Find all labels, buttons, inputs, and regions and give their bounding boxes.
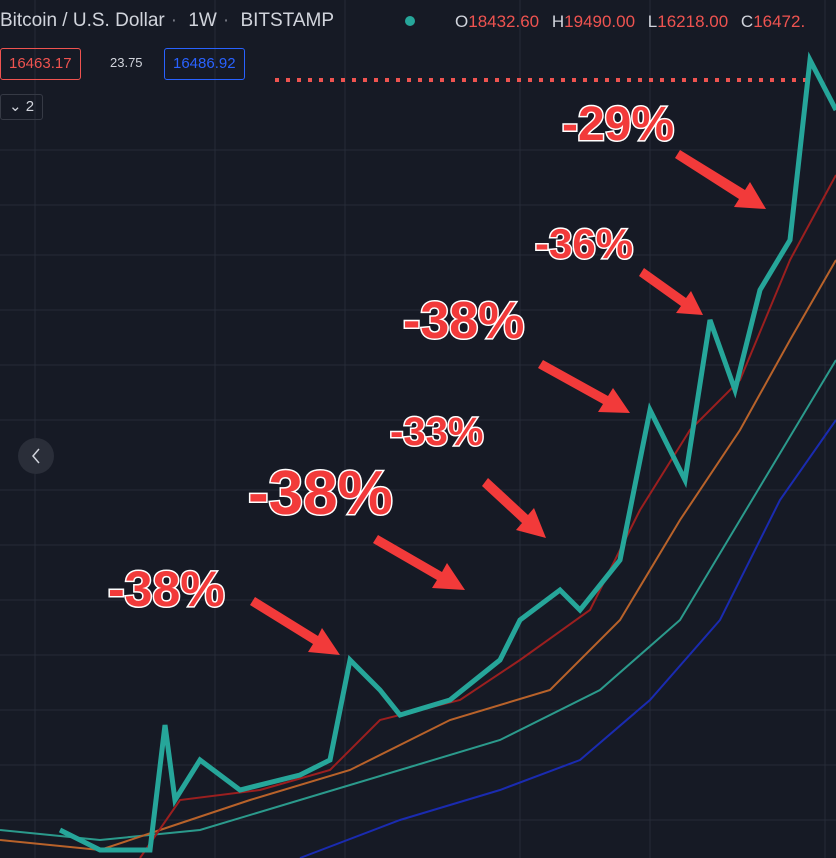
status-dot [405, 15, 416, 26]
ohlc-value: 18432.60 [468, 12, 540, 31]
ma-line [139, 174, 836, 858]
indicator-count: 2 [25, 98, 35, 115]
ma-line [299, 419, 836, 858]
ohlc-label: H [551, 12, 565, 31]
annotations: -38% -38% -33% -38% -36% -29% [107, 97, 676, 619]
indicators-toggle[interactable]: ⌄ 2 [0, 94, 44, 120]
scroll-left-button[interactable] [18, 438, 54, 474]
sell-price[interactable]: 16463.17 [0, 48, 81, 80]
annotation: -38% [108, 561, 225, 617]
arrows [250, 150, 766, 655]
ohlc-label: C [740, 12, 754, 31]
ohlc-label: L [647, 12, 658, 31]
buy-price[interactable]: 16486.92 [164, 48, 245, 80]
ma-line [0, 359, 836, 842]
ohlc-value: 16218.00 [657, 12, 729, 31]
spread: 23.75 [110, 55, 143, 70]
exchange: BITSTAMP [240, 10, 335, 31]
ohlc-value: 16472. [753, 12, 806, 31]
symbol-header: Bitcoin / U.S. Dollar · 1W · BITSTAMP [0, 10, 421, 32]
scroll-left-icon [32, 448, 40, 464]
symbol: Bitcoin / U.S. Dollar [0, 10, 165, 31]
annotation: -36% [535, 220, 633, 267]
ohlc: O18432.60 H19490.00 L16218.00 C16472. [455, 12, 813, 32]
annotation: -38% [403, 292, 524, 350]
annotation: -29% [562, 98, 674, 151]
ohlc-label: O [455, 12, 469, 31]
interval[interactable]: 1W [188, 10, 217, 31]
ohlc-value: 19490.00 [564, 12, 636, 31]
price-candles [58, 51, 836, 853]
annotation: -33% [390, 410, 483, 454]
annotation: -38% [248, 459, 393, 528]
